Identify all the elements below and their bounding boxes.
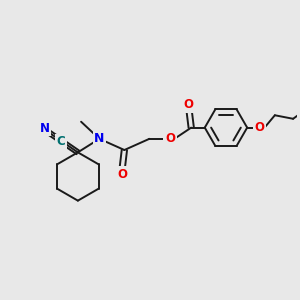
Text: O: O bbox=[254, 121, 265, 134]
Text: N: N bbox=[40, 122, 50, 135]
Text: O: O bbox=[184, 98, 194, 111]
Text: O: O bbox=[117, 168, 127, 181]
Text: O: O bbox=[165, 132, 175, 145]
Text: N: N bbox=[94, 132, 104, 145]
Text: C: C bbox=[57, 135, 65, 148]
